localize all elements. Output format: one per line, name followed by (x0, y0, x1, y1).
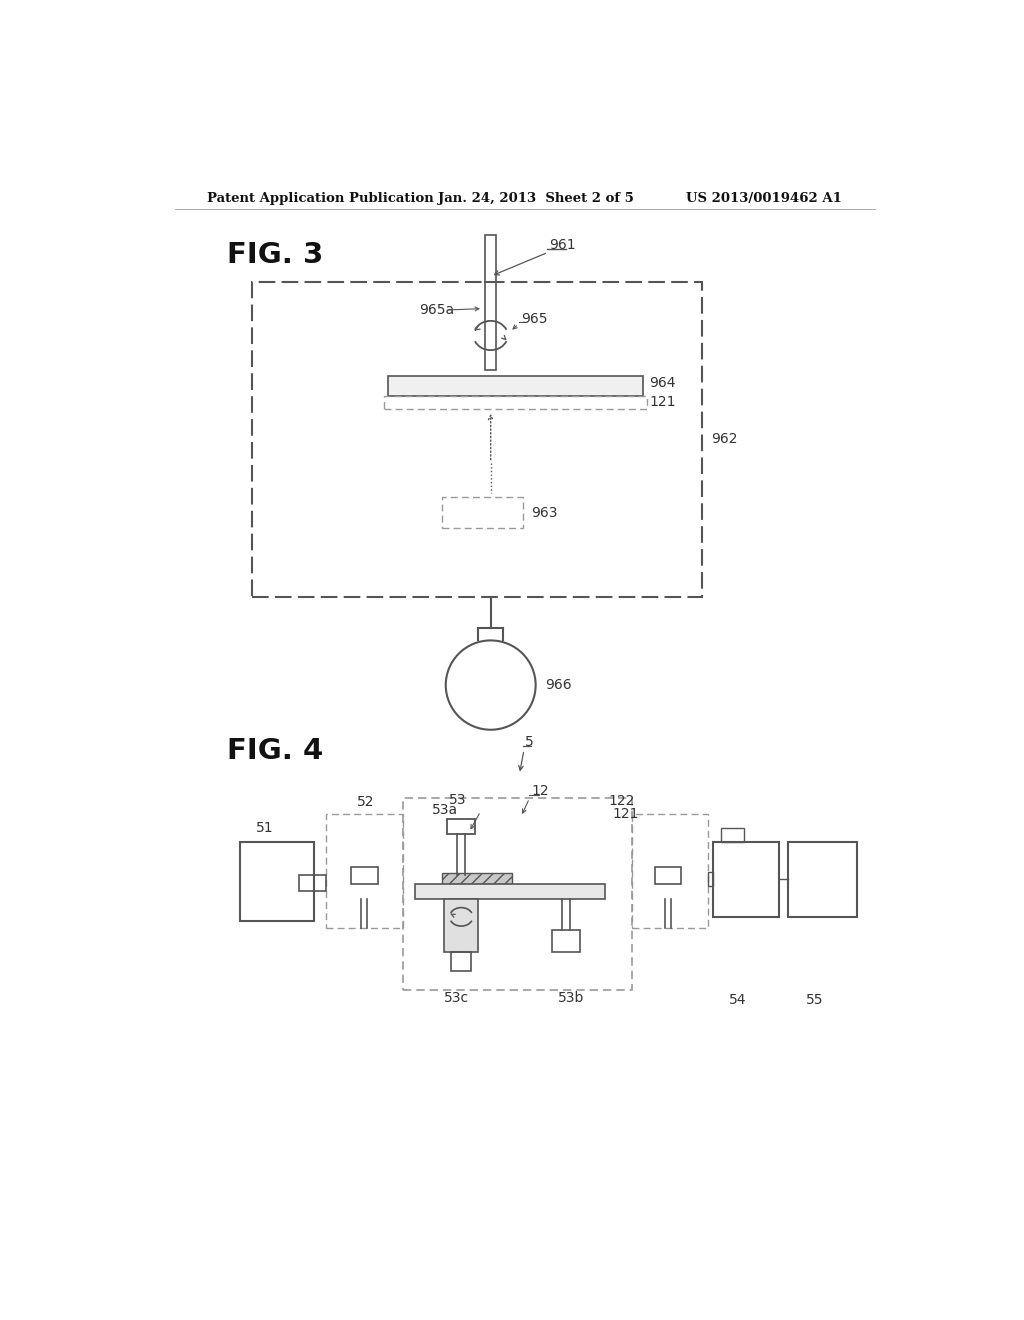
Text: 963: 963 (531, 506, 557, 520)
Text: 961: 961 (549, 239, 575, 252)
Text: 52: 52 (356, 795, 374, 809)
Text: 55: 55 (806, 993, 823, 1007)
Text: 53a: 53a (432, 803, 458, 817)
Text: 965a: 965a (419, 304, 454, 317)
Bar (721, 829, 744, 842)
Text: 122: 122 (608, 795, 635, 808)
Text: 966: 966 (545, 678, 571, 692)
Bar (442, 498, 523, 528)
Bar (384, 396, 647, 409)
Text: Jan. 24, 2013  Sheet 2 of 5: Jan. 24, 2013 Sheet 2 of 5 (438, 191, 634, 205)
Bar (326, 814, 403, 928)
Bar (708, 873, 713, 886)
Bar (485, 281, 496, 370)
Bar (447, 818, 475, 834)
Bar (403, 797, 632, 990)
Bar (442, 873, 512, 884)
Text: US 2013/0019462 A1: US 2013/0019462 A1 (686, 191, 842, 205)
Text: 12: 12 (531, 784, 549, 799)
Bar (415, 884, 604, 899)
Bar (632, 814, 708, 928)
Bar (299, 875, 326, 891)
Bar (388, 376, 643, 396)
Text: Patent Application Publication: Patent Application Publication (207, 191, 434, 205)
Text: 53: 53 (449, 793, 466, 807)
Bar (351, 867, 378, 884)
Text: 964: 964 (649, 376, 676, 391)
Text: FIG. 4: FIG. 4 (227, 738, 324, 766)
Text: 962: 962 (711, 433, 737, 446)
Text: 53c: 53c (444, 991, 469, 1005)
Bar (452, 952, 471, 970)
Bar (552, 929, 580, 952)
Bar (444, 899, 478, 952)
Bar (655, 867, 681, 884)
Text: 121: 121 (649, 395, 676, 409)
Bar (713, 842, 779, 917)
Text: 53b: 53b (558, 991, 585, 1005)
Text: FIG. 3: FIG. 3 (227, 240, 324, 269)
Bar (788, 842, 856, 917)
Text: 51: 51 (256, 821, 273, 836)
Text: 5: 5 (524, 735, 534, 748)
Bar (241, 842, 314, 921)
Text: 965: 965 (521, 312, 548, 326)
Text: 121: 121 (612, 807, 639, 821)
Bar (485, 235, 496, 281)
Text: 54: 54 (729, 993, 746, 1007)
